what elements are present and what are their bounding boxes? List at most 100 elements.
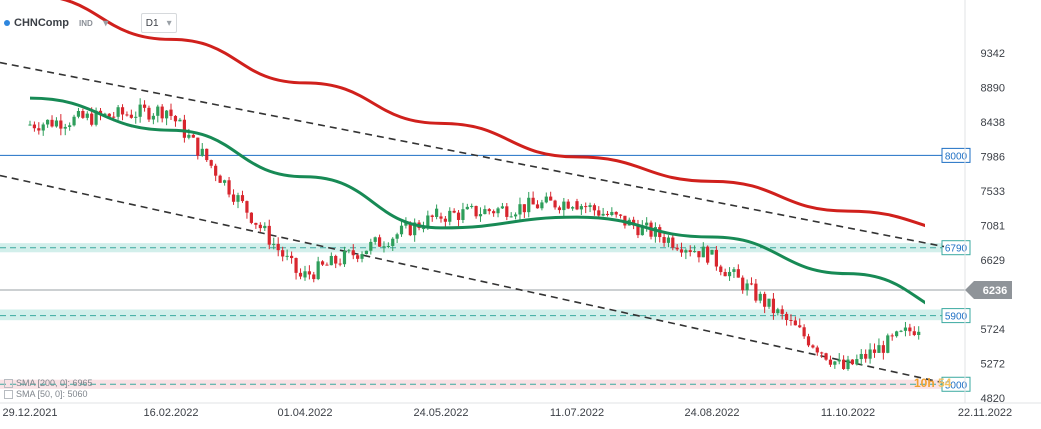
candle [553, 200, 557, 208]
candle [443, 218, 447, 222]
candle [868, 349, 872, 359]
candle [373, 237, 377, 242]
zone-label: 6790 [945, 244, 968, 255]
candle [666, 237, 671, 243]
candle [386, 245, 390, 247]
y-tick-label: 4820 [981, 393, 1005, 405]
candle [298, 272, 303, 277]
candle [54, 120, 59, 127]
chevron-down-icon[interactable]: ▾ [103, 17, 109, 29]
candle [917, 331, 921, 336]
candle [806, 336, 811, 346]
series-line-sma2000[interactable] [30, 0, 985, 234]
candle [749, 283, 754, 285]
candle [784, 313, 789, 320]
candle [601, 213, 605, 216]
candle [636, 225, 640, 236]
candle [81, 110, 85, 118]
zone-label: 5900 [945, 312, 968, 323]
candle-timer: 10h 54 [914, 376, 951, 390]
y-tick-label: 7081 [981, 221, 1005, 233]
legend-label: SMA [50, 0]: 5060 [16, 389, 88, 399]
candle [164, 110, 169, 119]
series-line-sma500[interactable] [29, 96, 985, 320]
candle [714, 249, 718, 267]
candle [382, 246, 386, 248]
candle [500, 206, 505, 209]
trend-line-lower-channel [0, 174, 945, 384]
candle [474, 205, 478, 217]
candle [103, 113, 107, 116]
candle [837, 359, 841, 362]
candle [793, 320, 797, 326]
candle [727, 271, 732, 277]
candle [50, 119, 54, 127]
candle [487, 209, 491, 212]
candle [579, 206, 583, 210]
candle [697, 251, 701, 258]
candle [736, 269, 740, 278]
y-tick-label: 6629 [981, 255, 1005, 267]
candle [877, 345, 881, 353]
checkbox-icon[interactable] [4, 379, 13, 388]
candle [191, 134, 195, 138]
candle [562, 201, 566, 211]
candle [236, 195, 240, 202]
candle [640, 225, 644, 236]
candle [758, 293, 762, 301]
candle [688, 250, 692, 253]
legend-item-sma200[interactable]: SMA [200, 0]: 6965 [4, 378, 93, 389]
candle [470, 205, 474, 207]
candle [881, 345, 885, 353]
candle [584, 206, 588, 208]
candle [789, 319, 793, 321]
zone-label-box [941, 308, 971, 324]
candle [575, 201, 579, 210]
candle [338, 263, 342, 265]
candle [37, 128, 41, 131]
candle [741, 277, 745, 291]
symbol-selector[interactable]: CHNComp IND ▾ [4, 15, 115, 31]
x-tick-label: 22.11.2022 [958, 407, 1012, 419]
candle [435, 208, 439, 217]
candle [456, 212, 461, 220]
timer-minutes: 54 [938, 376, 952, 390]
candle [254, 222, 258, 225]
candle [824, 353, 828, 360]
candle [518, 204, 522, 215]
candle [872, 349, 877, 353]
candle [592, 205, 597, 211]
candle [125, 114, 129, 116]
candle [618, 214, 623, 216]
candle [267, 225, 271, 245]
trend-line-upper-channel [0, 61, 945, 248]
candle [846, 359, 850, 370]
timer-hours: 10h [914, 376, 935, 390]
candle [178, 119, 182, 122]
candle [112, 116, 116, 118]
candle [218, 175, 222, 183]
zone-label: 5000 [945, 380, 968, 391]
symbol-label: CHNComp [14, 17, 69, 29]
candle [780, 309, 784, 314]
candle [85, 113, 89, 118]
checkbox-icon[interactable] [4, 390, 13, 399]
candle [895, 331, 899, 337]
candle [549, 196, 553, 201]
candle [461, 209, 465, 220]
candle [859, 353, 863, 360]
candle [662, 237, 666, 243]
candle [307, 271, 311, 275]
candle [465, 206, 469, 210]
candle [68, 125, 72, 127]
candle [263, 225, 267, 229]
candle [156, 106, 160, 116]
candle [214, 165, 218, 176]
zone-band [0, 309, 944, 321]
candle [227, 180, 231, 195]
x-tick-label: 29.12.2021 [2, 407, 57, 419]
candle [890, 335, 894, 337]
legend-item-sma50[interactable]: SMA [50, 0]: 5060 [4, 389, 93, 400]
timeframe-selector[interactable]: D1 ▾ [140, 13, 177, 33]
